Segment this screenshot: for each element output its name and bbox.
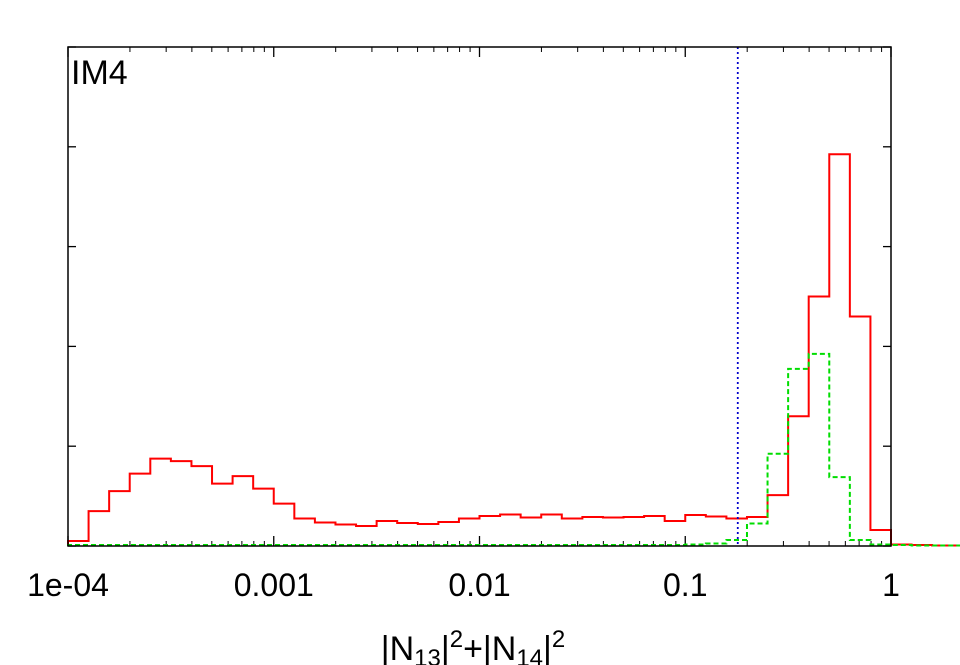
tick-labels: 1e-04 0.001 0.01 0.1 1	[27, 567, 900, 603]
x-tick-label: 0.1	[663, 567, 707, 603]
x-tick-label: 1e-04	[27, 567, 109, 603]
panel-label: IM4	[71, 54, 128, 92]
x-tick-label: 0.001	[234, 567, 314, 603]
series-layer	[67, 153, 960, 547]
series-0-histogram	[67, 153, 960, 547]
x-axis-title: |N13|2+|N14|2	[381, 626, 565, 665]
series-1-histogram	[67, 352, 960, 547]
x-tick-label: 0.01	[448, 567, 510, 603]
x-tick-label: 1	[882, 567, 900, 603]
tick-marks	[67, 46, 892, 547]
plot-frame	[67, 46, 892, 547]
